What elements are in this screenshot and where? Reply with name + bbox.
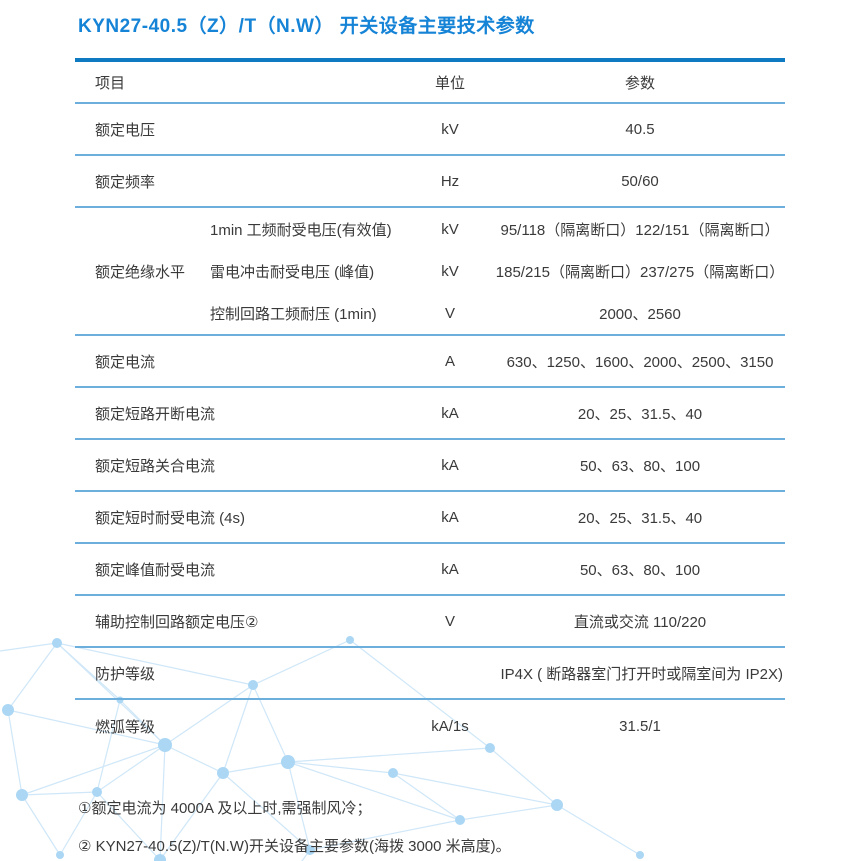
- subrow-lightning-impulse-withstand: 雷电冲击耐受电压 (峰值) kV 185/215（隔离断口）237/275（隔离…: [210, 250, 785, 292]
- col-header-item: 项目: [95, 74, 126, 92]
- row-item-label: 额定频率: [95, 173, 156, 191]
- col-header-param: 参数: [624, 74, 655, 92]
- footnote-2: ② KYN27-40.5(Z)/T(N.W)开关设备主要参数(海拨 3000 米…: [78, 838, 511, 855]
- row-param: 31.5/1: [619, 717, 661, 735]
- row-item-label: 额定短路开断电流: [95, 405, 216, 423]
- row-unit: kA: [441, 560, 459, 578]
- footnotes: ①额定电流为 4000A 及以上时,需强制风冷； ② KYN27-40.5(Z)…: [78, 798, 867, 857]
- row-item-label: 额定短时耐受电流 (4s): [95, 509, 246, 527]
- row-unit: Hz: [440, 172, 460, 190]
- subrow-item-label: 1min 工频耐受电压(有效值): [210, 221, 392, 239]
- subrow-param: 185/215（隔离断口）237/275（隔离断口）: [495, 263, 785, 281]
- subrow-param: 95/118（隔离断口）122/151（隔离断口）: [500, 221, 780, 239]
- subrow-unit: V: [444, 304, 455, 322]
- subrow-item-label: 控制回路工频耐压 (1min): [210, 305, 377, 323]
- row-param: 20、25、31.5、40: [577, 509, 703, 527]
- row-param: 50、63、80、100: [579, 457, 701, 475]
- table-row-auxiliary-control-voltage: 辅助控制回路额定电压② V 直流或交流 110/220: [75, 596, 785, 648]
- subrow-control-circuit-withstand: 控制回路工频耐压 (1min) V 2000、2560: [210, 292, 785, 334]
- table-header-row: 项目 单位 参数: [75, 58, 785, 104]
- row-unit: kA: [441, 508, 459, 526]
- row-param: 40.5: [625, 120, 655, 138]
- page-title: KYN27-40.5（Z）/T（N.W） 开关设备主要技术参数: [78, 16, 535, 37]
- row-item-label: 辅助控制回路额定电压②: [95, 613, 259, 631]
- subrow-unit: kV: [441, 220, 459, 238]
- row-unit: kA: [441, 404, 459, 422]
- table-row-short-time-withstand-current: 额定短时耐受电流 (4s) kA 20、25、31.5、40: [75, 492, 785, 544]
- table-row-short-circuit-breaking-current: 额定短路开断电流 kA 20、25、31.5、40: [75, 388, 785, 440]
- footnote-1: ①额定电流为 4000A 及以上时,需强制风冷；: [78, 800, 372, 817]
- insulation-subrows: 1min 工频耐受电压(有效值) kV 95/118（隔离断口）122/151（…: [210, 208, 785, 334]
- row-unit: V: [444, 612, 455, 630]
- row-param: IP4X ( 断路器室门打开时或隔室间为 IP2X): [500, 665, 783, 683]
- row-param: 直流或交流 110/220: [573, 613, 707, 631]
- subrow-unit: kV: [441, 262, 459, 280]
- row-item-label: 额定短路关合电流: [95, 457, 216, 475]
- table-row-peak-withstand-current: 额定峰值耐受电流 kA 50、63、80、100: [75, 544, 785, 596]
- row-param: 20、25、31.5、40: [577, 405, 703, 423]
- row-item-label: 额定峰值耐受电流: [95, 561, 216, 579]
- table-row-short-circuit-making-current: 额定短路关合电流 kA 50、63、80、100: [75, 440, 785, 492]
- subrow-item-label: 雷电冲击耐受电压 (峰值): [210, 263, 375, 281]
- row-unit: kA: [441, 456, 459, 474]
- table-row-rated-frequency: 额定频率 Hz 50/60: [75, 156, 785, 208]
- row-item-label: 燃弧等级: [95, 718, 156, 736]
- table-row-arcing-class: 燃弧等级 kA/1s 31.5/1: [75, 700, 785, 752]
- row-unit: kA/1s: [431, 717, 469, 735]
- row-item-label: 额定电压: [95, 121, 156, 139]
- subrow-param: 2000、2560: [599, 305, 681, 323]
- row-unit: kV: [441, 120, 459, 138]
- row-item-label: 防护等级: [95, 665, 156, 683]
- table-row-rated-current: 额定电流 A 630、1250、1600、2000、2500、3150: [75, 336, 785, 388]
- row-param: 630、1250、1600、2000、2500、3150: [506, 353, 774, 371]
- group-item-label: 额定绝缘水平: [95, 263, 186, 281]
- row-item-label: 额定电流: [95, 353, 156, 371]
- row-param: 50/60: [621, 172, 659, 190]
- spec-table: 项目 单位 参数 额定电压 kV 40.5 额定频率 Hz 50/60 额定绝缘…: [75, 58, 785, 752]
- subrow-power-frequency-withstand: 1min 工频耐受电压(有效值) kV 95/118（隔离断口）122/151（…: [210, 208, 785, 250]
- table-row-insulation-level-group: 额定绝缘水平 1min 工频耐受电压(有效值) kV 95/118（隔离断口）1…: [75, 208, 785, 336]
- row-param: 50、63、80、100: [579, 561, 701, 579]
- table-row-rated-voltage: 额定电压 kV 40.5: [75, 104, 785, 156]
- col-header-unit: 单位: [434, 74, 465, 92]
- table-row-protection-degree: 防护等级 IP4X ( 断路器室门打开时或隔室间为 IP2X): [75, 648, 785, 700]
- row-unit: A: [444, 352, 455, 370]
